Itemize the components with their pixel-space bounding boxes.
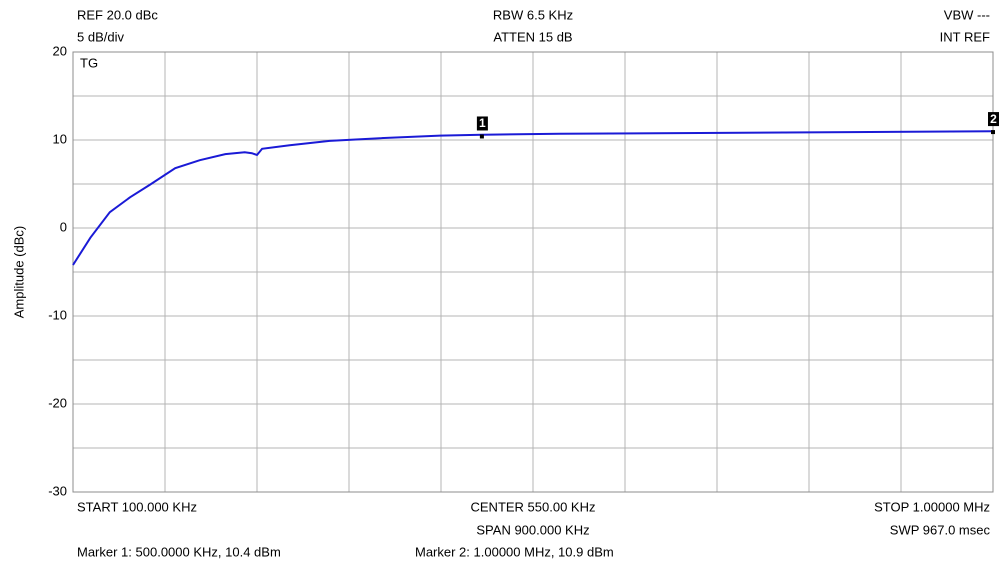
marker-point: [991, 130, 995, 135]
marker-flag: [988, 112, 999, 127]
footer-stop: STOP 1.00000 MHz: [874, 499, 990, 514]
y-tick-label: 0: [60, 219, 67, 234]
trace-label: TG: [80, 55, 98, 70]
footer-span: SPAN 900.000 KHz: [476, 522, 589, 537]
footer-center: CENTER 550.00 KHz: [471, 499, 596, 514]
header-vbw: VBW ---: [944, 7, 990, 22]
trace-line: [72, 130, 994, 266]
marker-readout: Marker 2: 1.00000 MHz, 10.9 dBm: [415, 544, 614, 559]
y-tick-label: -10: [48, 307, 67, 322]
header-atten: ATTEN 15 dB: [493, 29, 572, 44]
y-tick-label: -20: [48, 395, 67, 410]
marker-point: [479, 134, 484, 139]
header-rbw: RBW 6.5 KHz: [493, 7, 573, 22]
marker-label: 1: [479, 116, 486, 130]
marker-flag: [476, 116, 488, 131]
marker-readout: Marker 1: 500.0000 KHz, 10.4 dBm: [77, 544, 281, 559]
header-scale: 5 dB/div: [77, 29, 124, 44]
footer-sweep: SWP 967.0 msec: [890, 522, 991, 537]
y-tick-label: 10: [53, 131, 67, 146]
y-tick-label: 20: [53, 43, 67, 58]
y-tick-label: -30: [48, 483, 67, 498]
plot-border: [72, 51, 994, 493]
y-axis-label: Amplitude (dBc): [11, 226, 26, 318]
marker-label: 2: [990, 112, 997, 126]
footer-start: START 100.000 KHz: [77, 499, 197, 514]
header-ref: REF 20.0 dBc: [77, 7, 158, 22]
header-ref-source: INT REF: [940, 29, 990, 44]
